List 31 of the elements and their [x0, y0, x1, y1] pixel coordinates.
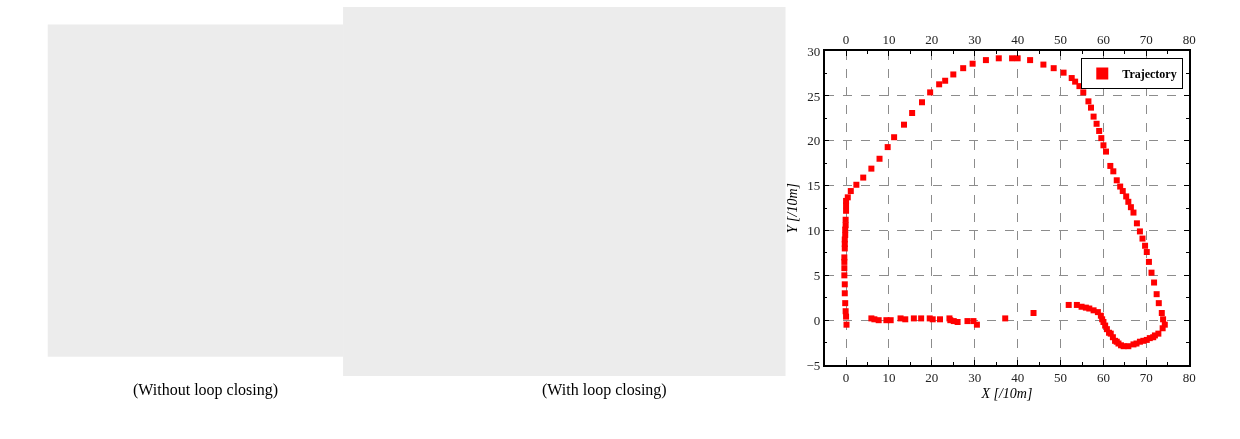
x2-tick-label: 60	[1096, 370, 1110, 386]
text: (Without loop closing)	[133, 381, 279, 399]
x2-tick-label: 30	[968, 370, 982, 386]
x-tick-label: 60	[1096, 32, 1110, 48]
y-axis-title: Y [/10m]	[784, 182, 800, 234]
y-tick-label: 5	[813, 267, 821, 283]
x-tick-label: 10	[882, 32, 896, 48]
x2-tick-label: 10	[882, 370, 896, 386]
y-tick-label: −5	[806, 357, 821, 373]
x-axis-title: X [/10m]	[980, 386, 1033, 402]
x-tick-label: 50	[1054, 32, 1068, 48]
x2-tick-label: 80	[1182, 370, 1196, 386]
y-tick-label: 10	[807, 223, 821, 239]
x-tick-label: 70	[1139, 32, 1153, 48]
x-tick-label: 0	[842, 32, 850, 48]
x-tick-label: 30	[968, 32, 982, 48]
x2-tick-label: 40	[1011, 370, 1025, 386]
x2-tick-label: 50	[1054, 370, 1068, 386]
x-tick-label: 20	[925, 32, 939, 48]
text: (With loop closing)	[542, 381, 667, 399]
x-tick-label: 40	[1011, 32, 1025, 48]
y-tick-label: 20	[807, 133, 821, 149]
y-tick-label: 15	[807, 178, 821, 194]
y-tick-label: 0	[813, 312, 821, 328]
x2-tick-label: 70	[1139, 370, 1153, 386]
y-tick-label: 25	[807, 88, 821, 104]
y-tick-label: 30	[807, 43, 821, 59]
x-tick-label: 80	[1182, 32, 1196, 48]
x2-tick-label: 0	[842, 370, 850, 386]
x2-tick-label: 20	[925, 370, 939, 386]
legend-label: Trajectory	[1122, 67, 1177, 82]
